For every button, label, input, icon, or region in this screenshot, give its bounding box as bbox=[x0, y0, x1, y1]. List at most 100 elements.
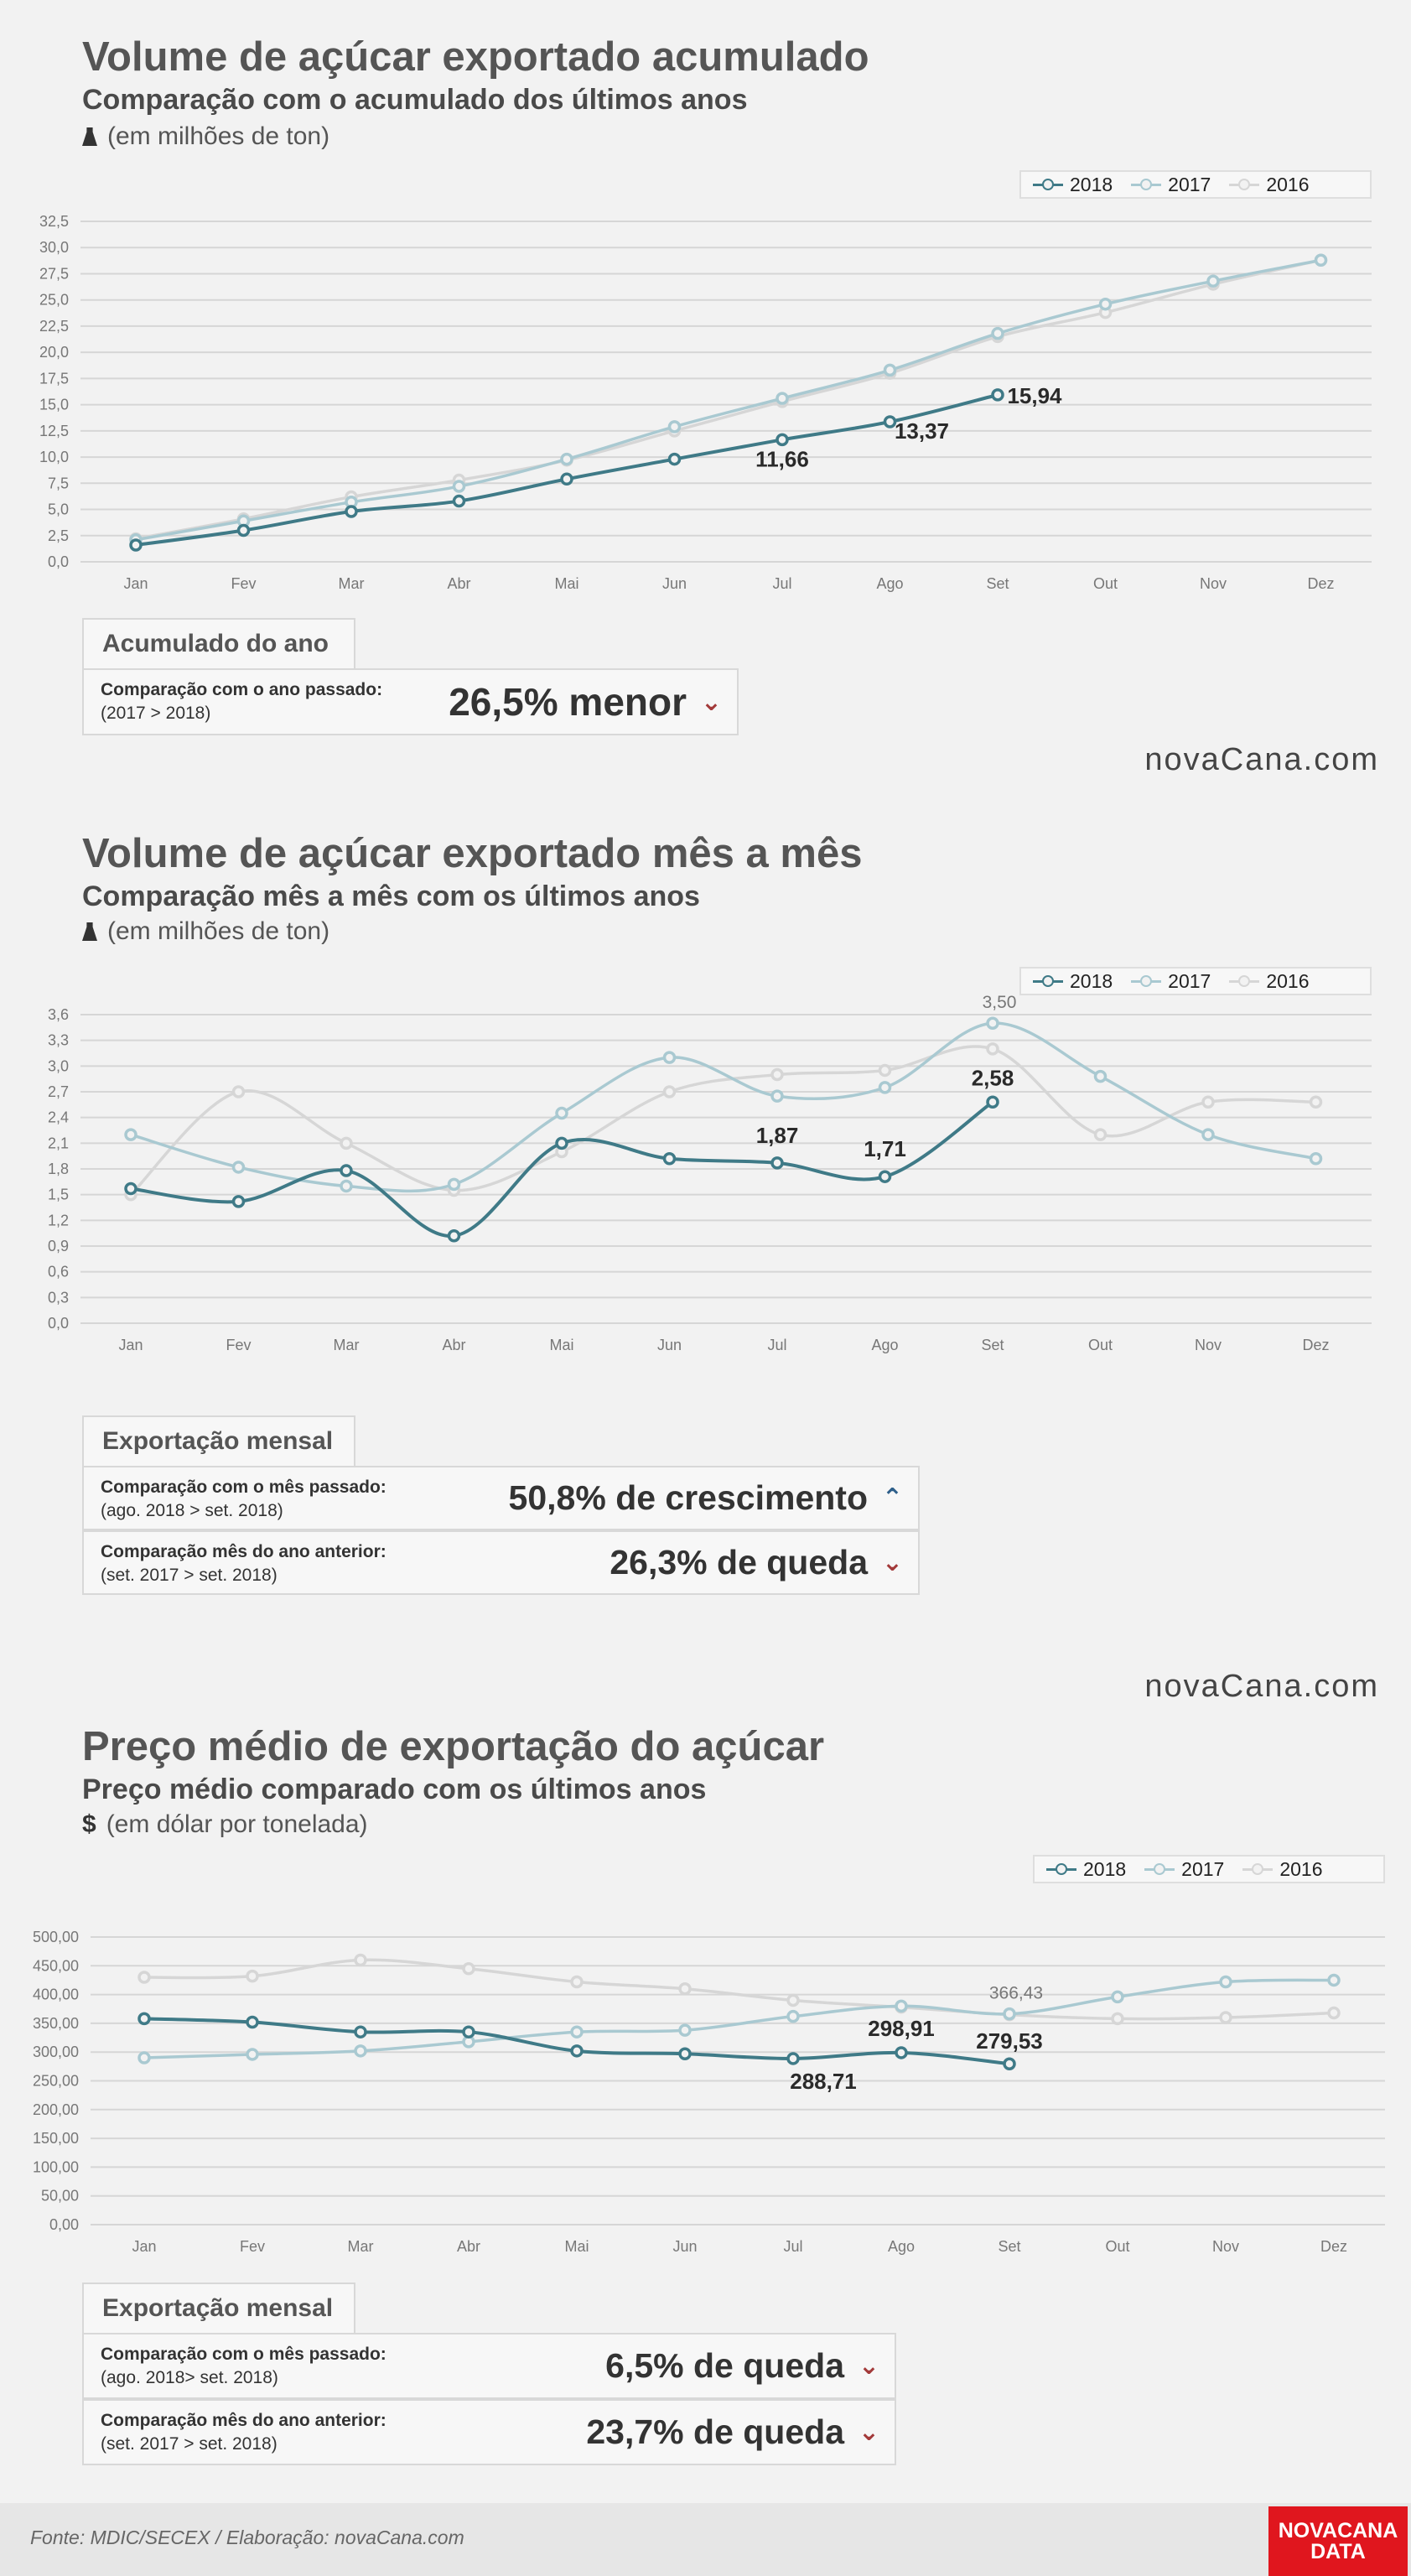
data-label: 11,66 bbox=[755, 446, 809, 471]
x-tick-label: Dez bbox=[1307, 575, 1334, 592]
data-point-2018 bbox=[991, 388, 1004, 402]
y-tick-label: 3,3 bbox=[48, 1032, 69, 1049]
data-label: 2,58 bbox=[972, 1065, 1014, 1090]
y-tick-label: 15,0 bbox=[39, 397, 69, 413]
dollar-icon: $ bbox=[82, 1810, 96, 1838]
x-tick-label: Set bbox=[981, 1337, 1004, 1353]
chart2-box-row-2-label: Comparação mês do ano anterior: bbox=[101, 1542, 386, 1561]
data-point-2016 bbox=[1327, 2006, 1341, 2020]
chart1-legend: 2018 2017 2016 bbox=[1019, 170, 1372, 199]
x-tick-label: Jan bbox=[123, 575, 148, 592]
chart1-box-row: Comparação com o ano passado: (2017 > 20… bbox=[82, 668, 739, 735]
legend-label-2018: 2018 bbox=[1070, 173, 1113, 195]
y-tick-label: 0,0 bbox=[48, 553, 69, 570]
chart2-line-chart: 0,0 0,3 0,6 0,9 1,2 1,5 1,8 2,1 2,4 2,7 3,0 3,3 3,6 J… bbox=[48, 993, 1372, 1353]
y-tick-label: 17,5 bbox=[39, 370, 69, 387]
logo-line1: NOVACANA bbox=[1278, 2518, 1398, 2542]
x-tick-label: Fev bbox=[231, 575, 256, 592]
data-point-2017 bbox=[447, 1177, 461, 1192]
data-point-2016 bbox=[1111, 2012, 1124, 2026]
data-point-2017 bbox=[246, 2048, 259, 2061]
chart3-box-row-2: Comparação mês do ano anterior: (set. 20… bbox=[82, 2399, 896, 2465]
legend-swatch-2016 bbox=[1229, 975, 1260, 987]
y-tick-label: 7,5 bbox=[48, 475, 69, 491]
series-line-2016 bbox=[129, 1045, 1316, 1196]
chart3-box-row-1-label: Comparação com o mês passado: bbox=[101, 2345, 386, 2364]
chevron-double-down-icon: ⌄ bbox=[881, 1549, 903, 1576]
data-point-2016 bbox=[678, 1981, 692, 1996]
chart1-box-row-value: 26,5% menor bbox=[449, 680, 687, 724]
data-label: 366,43 bbox=[989, 1984, 1043, 2003]
legend-item-2017: 2017 bbox=[1131, 970, 1211, 993]
logo-line2: DATA bbox=[1310, 2539, 1366, 2563]
data-label: 288,71 bbox=[790, 2069, 857, 2094]
data-point-2018 bbox=[878, 1170, 892, 1183]
chart3-box-row-2-sub: (set. 2017 > set. 2018) bbox=[101, 2434, 278, 2454]
y-tick-label: 0,3 bbox=[48, 1289, 69, 1306]
chart2-legend: 2018 2017 2016 bbox=[1019, 967, 1372, 995]
data-point-2018 bbox=[770, 1156, 784, 1170]
legend-item-2018: 2018 bbox=[1046, 1858, 1126, 1881]
data-point-2016 bbox=[1201, 1095, 1215, 1109]
y-tick-label: 100,00 bbox=[33, 2158, 79, 2175]
chevron-double-up-icon: ⌃ bbox=[881, 1484, 903, 1512]
data-point-2018 bbox=[678, 2047, 692, 2061]
data-point-2016 bbox=[462, 1961, 475, 1976]
data-point-2016 bbox=[1309, 1095, 1323, 1109]
legend-item-2017: 2017 bbox=[1144, 1858, 1224, 1881]
legend-item-2018: 2018 bbox=[1033, 174, 1113, 196]
x-tick-label: Mar bbox=[334, 1337, 360, 1353]
y-tick-label: 2,4 bbox=[48, 1109, 69, 1126]
chart2-subtitle: Comparação mês a mês com os últimos anos bbox=[82, 880, 700, 912]
data-point-2016 bbox=[137, 1971, 151, 1984]
x-tick-label: Dez bbox=[1320, 2238, 1347, 2255]
data-point-2016 bbox=[786, 1993, 800, 2007]
legend-label-2016: 2016 bbox=[1279, 1857, 1323, 1880]
x-tick-label: Abr bbox=[457, 2238, 480, 2255]
x-tick-label: Mar bbox=[348, 2238, 374, 2255]
y-tick-label: 150,00 bbox=[33, 2130, 79, 2147]
data-point-2017 bbox=[1314, 253, 1328, 267]
data-point-2018 bbox=[895, 2046, 908, 2059]
data-point-2018 bbox=[986, 1095, 999, 1109]
legend-label-2017: 2017 bbox=[1181, 1857, 1225, 1880]
chart3-box-heading: Exportação mensal bbox=[82, 2283, 355, 2333]
legend-label-2016: 2016 bbox=[1266, 173, 1310, 195]
x-tick-label: Jul bbox=[772, 575, 791, 592]
chevron-double-down-icon: ⌄ bbox=[858, 2418, 879, 2446]
data-point-2017 bbox=[1098, 297, 1113, 311]
weight-icon bbox=[82, 922, 97, 941]
data-point-2017 bbox=[1111, 1990, 1124, 2004]
footer-source: Fonte: MDIC/SECEX / Elaboração: novaCana… bbox=[30, 2527, 464, 2548]
series-line-2017 bbox=[143, 1978, 1335, 2059]
chart3-box-row-1-value: 6,5% de queda bbox=[605, 2346, 844, 2385]
y-tick-label: 3,6 bbox=[48, 1006, 69, 1023]
data-point-2017 bbox=[231, 1161, 246, 1174]
section-price: Preço médio de exportação do açúcar Preç… bbox=[0, 1694, 1411, 2503]
y-tick-label: 5,0 bbox=[48, 501, 69, 518]
chevron-double-down-icon: ⌄ bbox=[700, 688, 722, 716]
data-point-2018 bbox=[462, 2025, 475, 2038]
chart1-box-heading: Acumulado do ano bbox=[82, 618, 355, 668]
data-point-2018 bbox=[786, 2052, 800, 2065]
data-point-2016 bbox=[340, 1136, 353, 1150]
data-point-2016 bbox=[1093, 1128, 1108, 1141]
y-tick-label: 2,5 bbox=[48, 527, 69, 544]
legend-swatch-2017 bbox=[1131, 179, 1162, 190]
x-tick-label: Fev bbox=[240, 2238, 265, 2255]
data-label: 1,87 bbox=[756, 1123, 799, 1148]
data-point-2017 bbox=[776, 392, 789, 405]
x-tick-label: Dez bbox=[1302, 1337, 1329, 1353]
chart3-box-row-1: Comparação com o mês passado: (ago. 2018… bbox=[82, 2333, 896, 2399]
footer: Fonte: MDIC/SECEX / Elaboração: novaCana… bbox=[0, 2503, 1411, 2576]
x-tick-label: Jul bbox=[783, 2238, 802, 2255]
data-point-2018 bbox=[667, 452, 682, 466]
x-tick-label: Jan bbox=[132, 2238, 156, 2255]
y-tick-label: 400,00 bbox=[33, 1987, 79, 2003]
chart2-unit: (em milhões de ton) bbox=[82, 917, 329, 946]
x-tick-label: Nov bbox=[1200, 575, 1227, 592]
data-point-2018 bbox=[340, 1164, 353, 1177]
chart2-box-row-2-sub: (set. 2017 > set. 2018) bbox=[101, 1566, 278, 1585]
data-point-2017 bbox=[667, 420, 682, 434]
chart2-box-heading: Exportação mensal bbox=[82, 1415, 355, 1466]
